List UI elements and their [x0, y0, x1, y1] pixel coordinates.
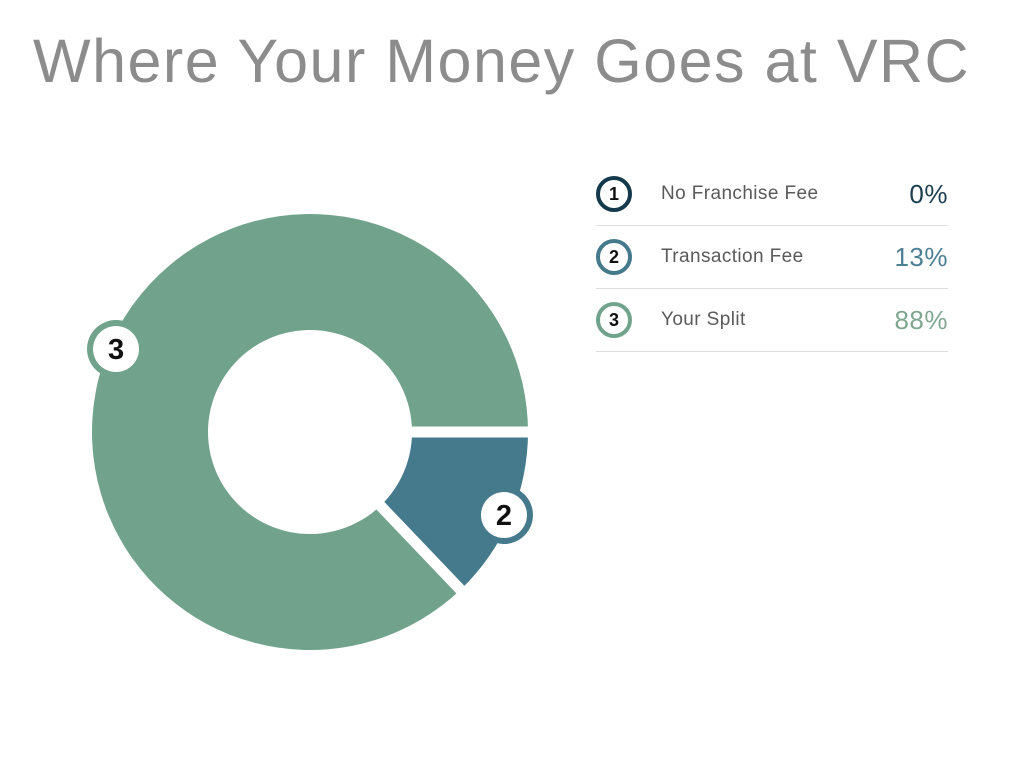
- legend-row: 2 Transaction Fee 13%: [596, 226, 948, 289]
- slice-marker-3: [93, 325, 140, 372]
- slice-marker-number-2: 2: [496, 500, 512, 532]
- legend-row: 3 Your Split 88%: [596, 289, 948, 352]
- donut-segment-3: [92, 213, 529, 650]
- legend-row: 1 No Franchise Fee 0%: [596, 163, 948, 226]
- legend: 1 No Franchise Fee 0% 2 Transaction Fee 13% 3 Y…: [596, 163, 948, 352]
- donut-segment-2: [380, 432, 528, 590]
- segment-gap: [370, 495, 473, 602]
- legend-index-badge: 1: [596, 176, 632, 212]
- legend-value: 88%: [894, 304, 948, 335]
- legend-label: No Franchise Fee: [661, 183, 819, 204]
- slice-marker-number-3: 3: [108, 334, 124, 366]
- legend-label: Your Split: [661, 309, 746, 330]
- legend-index-badge: 2: [596, 239, 632, 275]
- legend-value: 13%: [894, 241, 948, 272]
- legend-value: 0%: [909, 178, 948, 209]
- page-title: Where Your Money Goes at VRC: [33, 27, 971, 95]
- legend-index-badge: 3: [596, 302, 632, 338]
- legend-label: Transaction Fee: [661, 246, 804, 267]
- slice-marker-2: [480, 492, 527, 539]
